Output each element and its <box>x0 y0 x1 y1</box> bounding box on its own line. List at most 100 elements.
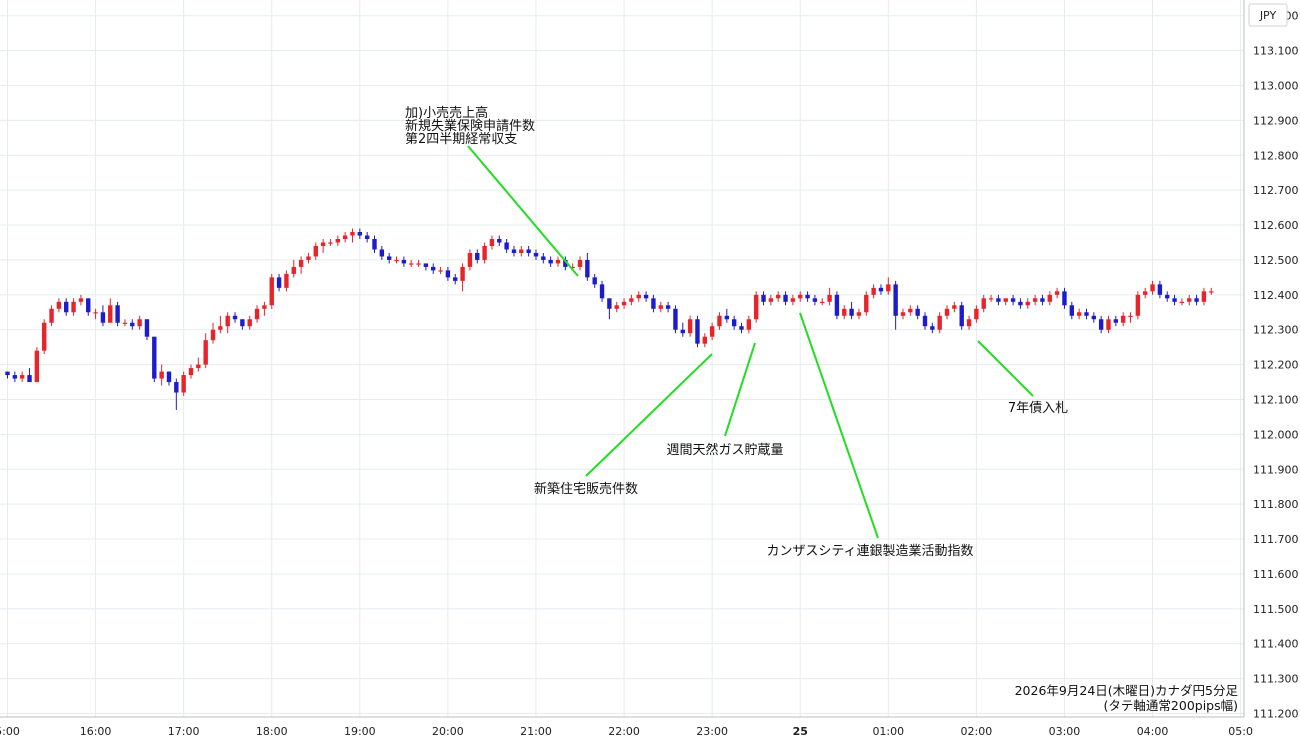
candle-body <box>1172 298 1177 302</box>
candle <box>394 256 399 264</box>
candle-body <box>746 319 752 330</box>
candle <box>937 312 942 334</box>
candle <box>416 259 421 267</box>
y-tick-label: 112.200 <box>1253 359 1299 372</box>
candle-body <box>776 294 781 299</box>
candle-body <box>849 308 854 316</box>
candle-body <box>959 305 964 327</box>
candle-body <box>1113 319 1119 323</box>
candle-body <box>871 287 876 295</box>
candle-body <box>497 239 502 243</box>
candle <box>966 315 972 330</box>
x-tick-label: 03:00 <box>1049 725 1081 738</box>
candle <box>1076 308 1082 320</box>
candle <box>900 308 906 320</box>
y-tick-label: 111.900 <box>1253 463 1299 476</box>
candle-body <box>328 242 333 244</box>
annotation-pointer <box>977 340 1034 397</box>
candle <box>1135 291 1141 320</box>
candle <box>335 235 340 246</box>
candle <box>746 315 752 334</box>
candle <box>783 291 788 306</box>
candle <box>1084 308 1089 320</box>
candle <box>130 319 135 330</box>
candle <box>1069 301 1074 320</box>
y-tick-label: 111.700 <box>1253 533 1299 546</box>
candle-body <box>203 340 208 365</box>
candle-body <box>409 263 414 265</box>
candle-body <box>739 326 744 330</box>
candle <box>196 357 201 372</box>
candle <box>42 319 47 355</box>
x-tick-label: 20:00 <box>432 725 464 738</box>
candle-body <box>438 270 443 272</box>
candle-body <box>783 294 788 302</box>
candle <box>871 284 876 299</box>
y-tick-label: 111.800 <box>1253 498 1299 511</box>
candle-body <box>952 305 957 309</box>
chart-note-line-1: 2026年9月24日(木曜日)カナダ円5分足 <box>1015 683 1239 698</box>
candle-body <box>1201 291 1207 302</box>
candle-body <box>1018 301 1023 306</box>
candle <box>856 308 862 320</box>
candle-body <box>100 312 106 323</box>
y-tick-label: 112.600 <box>1253 219 1299 232</box>
x-tick-label: 02:00 <box>961 725 993 738</box>
chart-note-line-2: (タテ軸通常200pips幅) <box>1104 698 1238 713</box>
candle <box>174 378 179 410</box>
candle-body <box>768 298 774 302</box>
candle-body <box>71 301 76 313</box>
candle <box>269 273 274 309</box>
candle <box>379 245 385 260</box>
candle <box>988 294 994 302</box>
candle-body <box>731 319 737 327</box>
candle <box>959 301 964 330</box>
candle <box>812 294 818 306</box>
candle-body <box>423 263 429 267</box>
annotation-label: 加)小売売上高 <box>405 105 488 121</box>
candle <box>519 245 524 257</box>
candle-body <box>1076 312 1082 316</box>
candle-body <box>1010 298 1016 302</box>
candle <box>12 371 18 383</box>
candle-body <box>320 242 326 246</box>
candle-body <box>269 277 274 306</box>
candle-body <box>548 259 553 264</box>
candle-body <box>482 245 487 260</box>
candle-body <box>526 249 531 253</box>
candle <box>533 249 539 260</box>
candle <box>1098 315 1104 334</box>
candle <box>122 319 128 327</box>
candle <box>1194 294 1199 306</box>
candle <box>555 256 561 267</box>
candle <box>1187 294 1192 306</box>
x-tick-label: 22:00 <box>608 725 640 738</box>
candle-body <box>1143 291 1148 295</box>
candle <box>240 319 245 330</box>
candle <box>188 364 194 379</box>
candle <box>511 245 517 257</box>
candle <box>1047 291 1052 306</box>
candle <box>834 291 840 320</box>
candle-body <box>864 294 869 313</box>
candle <box>262 301 267 316</box>
candle-body <box>306 256 311 260</box>
candle-body <box>453 277 458 281</box>
candle-body <box>1120 315 1126 323</box>
candle <box>423 263 429 271</box>
candle <box>673 305 678 334</box>
candle-body <box>130 322 135 327</box>
candle-body <box>225 315 230 327</box>
candle <box>753 291 759 323</box>
candle-body <box>1032 298 1038 302</box>
candle <box>944 305 950 320</box>
annotation-pointer <box>799 312 879 539</box>
x-tick-label: 16:00 <box>80 725 112 738</box>
candle-body <box>1179 301 1185 304</box>
candle <box>86 298 91 316</box>
candle-body <box>276 277 282 288</box>
candle <box>460 263 465 292</box>
candle <box>731 315 737 330</box>
candle <box>658 301 663 313</box>
candle <box>431 263 436 274</box>
